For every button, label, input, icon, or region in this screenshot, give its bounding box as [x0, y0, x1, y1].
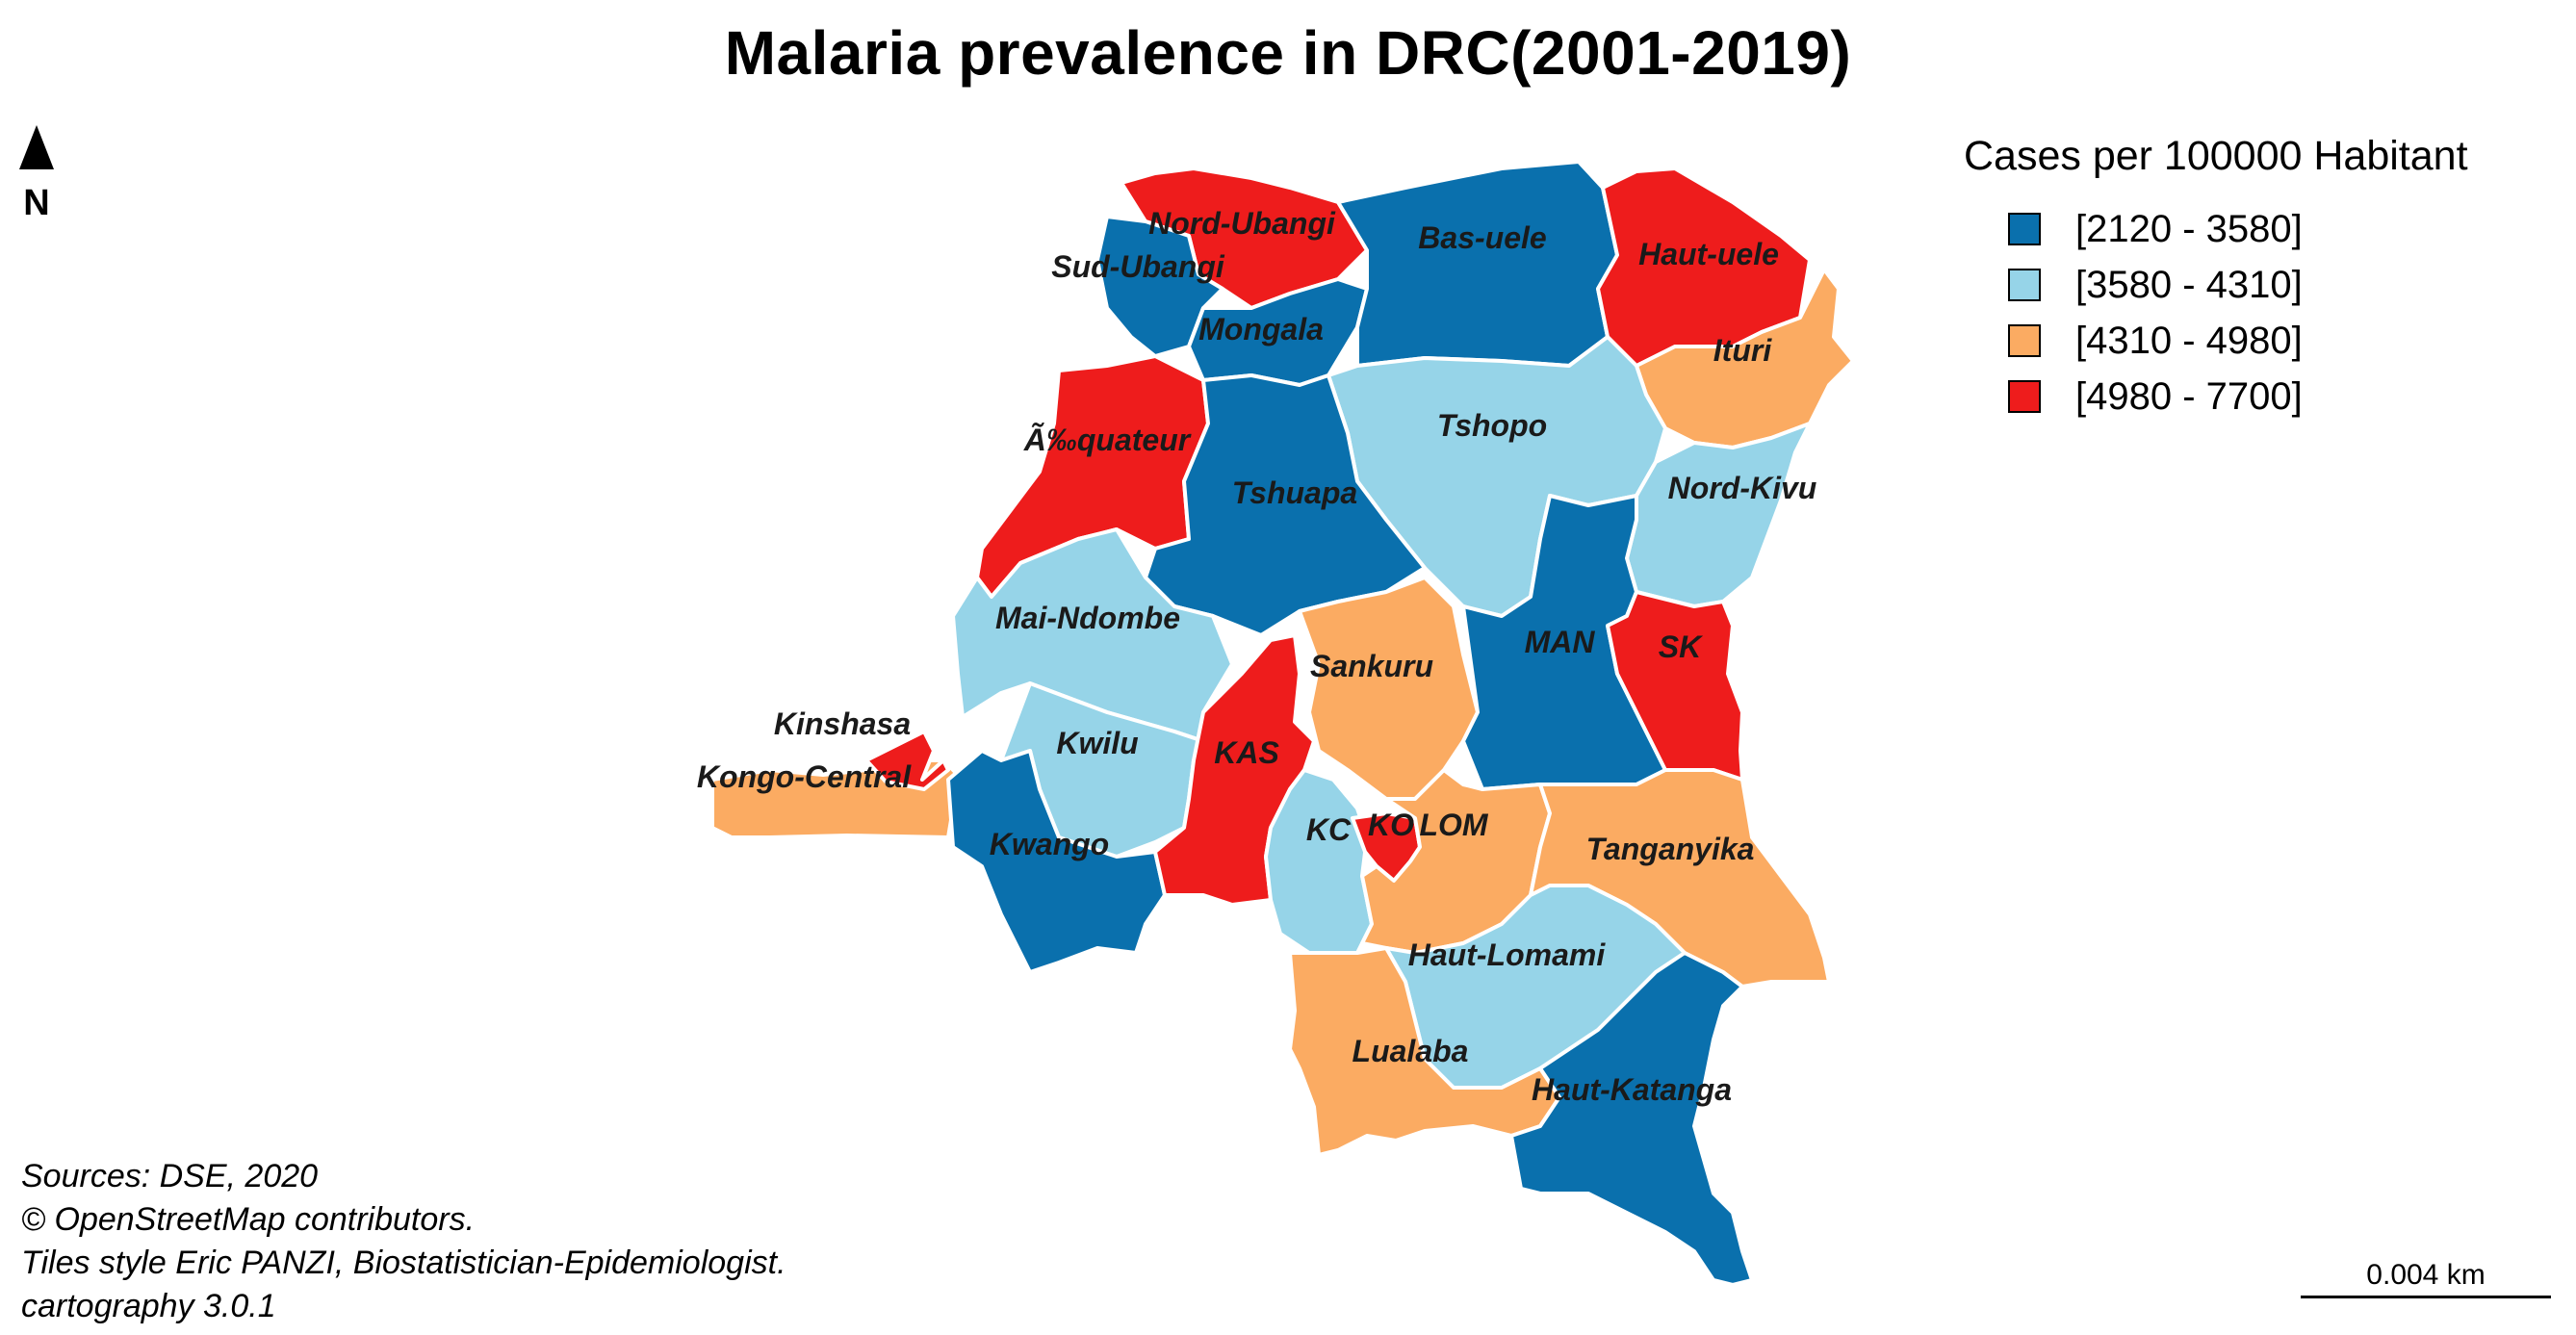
- province-label-kinshasa: Kinshasa: [774, 706, 911, 741]
- legend-item: [3580 - 4310]: [2008, 257, 2468, 313]
- source-line: Sources: DSE, 2020: [21, 1158, 319, 1194]
- province-label-tanganyika: Tanganyika: [1586, 832, 1755, 866]
- province-bas-uele[interactable]: [1336, 160, 1619, 368]
- legend: Cases per 100000 Habitant [2120 - 3580] …: [1964, 133, 2468, 424]
- source-line: Tiles style Eric PANZI, Biostatistician-…: [21, 1245, 786, 1281]
- province-label-nord-kivu: Nord-Kivu: [1668, 471, 1817, 505]
- province-label-mongala: Mongala: [1198, 312, 1324, 347]
- legend-label: [2120 - 3580]: [2075, 207, 2303, 250]
- province-label-kwilu: Kwilu: [1056, 726, 1138, 760]
- province-label-kasai-central: KC: [1306, 812, 1352, 847]
- province-label-sud-kivu: SK: [1659, 629, 1704, 664]
- province-label-haut-katanga: Haut-Katanga: [1532, 1072, 1732, 1107]
- province-label-bas-uele: Bas-uele: [1418, 220, 1546, 255]
- province-label-kasai: KAS: [1214, 735, 1279, 770]
- legend-swatch: [2008, 269, 2041, 301]
- north-arrow: N: [15, 125, 58, 224]
- north-label: N: [23, 183, 50, 223]
- province-label-sankuru: Sankuru: [1310, 649, 1433, 683]
- province-label-tshopo: Tshopo: [1437, 408, 1547, 443]
- legend-label: [4980 - 7700]: [2075, 374, 2303, 418]
- scale-bar: 0.004 km: [2301, 1259, 2551, 1298]
- province-label-kwango: Kwango: [990, 827, 1109, 861]
- province-haut-katanga[interactable]: [1509, 951, 1754, 1287]
- legend-swatch: [2008, 324, 2041, 357]
- legend-item: [4980 - 7700]: [2008, 369, 2468, 424]
- province-label-sud-ubangi: Sud-Ubangi: [1051, 249, 1225, 284]
- province-label-lomami: LOM: [1419, 808, 1488, 842]
- north-arrow-icon: [19, 125, 54, 169]
- map-sources: Sources: DSE, 2020 © OpenStreetMap contr…: [21, 1155, 786, 1328]
- legend-label: [3580 - 4310]: [2075, 263, 2303, 306]
- province-sankuru[interactable]: [1298, 576, 1480, 801]
- province-mongala[interactable]: [1187, 277, 1369, 387]
- province-label-equateur: Ã‰quateur: [1023, 423, 1192, 457]
- source-line: © OpenStreetMap contributors.: [21, 1201, 476, 1238]
- legend-swatch: [2008, 380, 2041, 413]
- source-line: cartography 3.0.1: [21, 1288, 276, 1324]
- province-label-haut-lomami: Haut-Lomami: [1408, 937, 1607, 972]
- province-label-maniema: MAN: [1525, 625, 1596, 659]
- legend-item: [2120 - 3580]: [2008, 201, 2468, 257]
- legend-title: Cases per 100000 Habitant: [1964, 133, 2468, 179]
- province-label-haut-uele: Haut-uele: [1638, 237, 1779, 271]
- province-label-mai-ndombe: Mai-Ndombe: [995, 601, 1180, 635]
- scale-line: [2301, 1296, 2551, 1298]
- legend-item: [4310 - 4980]: [2008, 313, 2468, 369]
- legend-label: [4310 - 4980]: [2075, 319, 2303, 362]
- province-kinshasa[interactable]: [864, 730, 950, 791]
- province-label-kasai-oriental: KO: [1368, 808, 1414, 842]
- legend-swatch: [2008, 213, 2041, 245]
- province-label-ituri: Ituri: [1713, 333, 1773, 368]
- scale-label: 0.004 km: [2366, 1259, 2486, 1291]
- province-label-nord-ubangi: Nord-Ubangi: [1148, 206, 1336, 241]
- map-title: Malaria prevalence in DRC(2001-2019): [724, 18, 1852, 88]
- province-label-kongo-central: Kongo-Central: [697, 759, 912, 794]
- province-label-lualaba: Lualaba: [1352, 1034, 1469, 1068]
- province-label-tshuapa: Tshuapa: [1232, 475, 1357, 510]
